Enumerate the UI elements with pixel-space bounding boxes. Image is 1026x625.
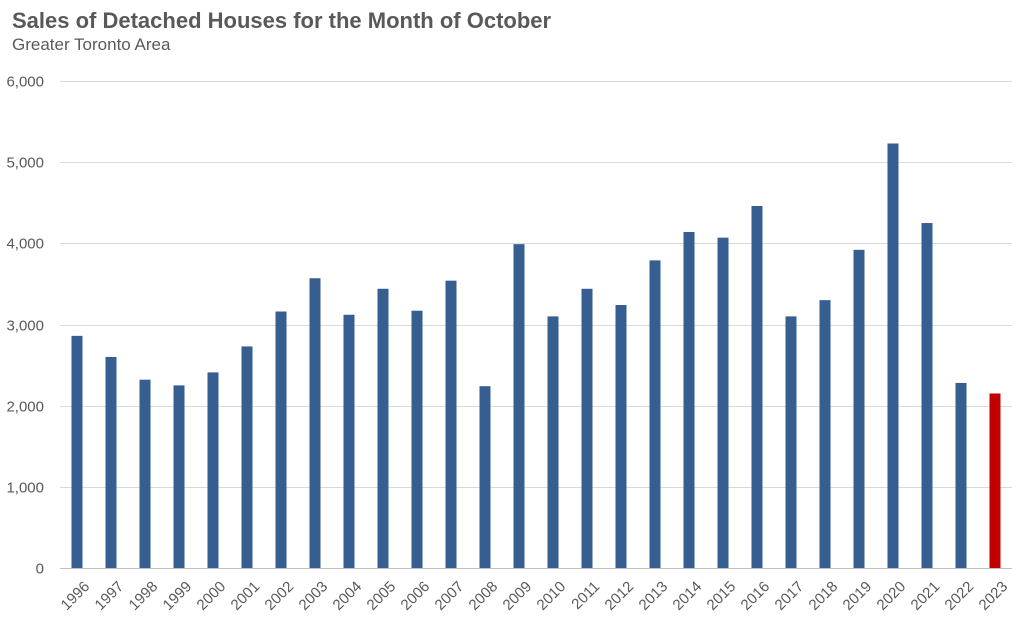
x-tick-label: 2021 — [908, 578, 944, 614]
bar-2009 — [513, 244, 525, 568]
x-tick-label: 1996 — [58, 578, 94, 614]
bar-2018 — [819, 300, 831, 568]
y-tick-label: 1,000 — [6, 480, 44, 497]
bar-2011 — [581, 288, 593, 568]
y-tick-label: 0 — [36, 561, 44, 578]
bar-1997 — [105, 356, 117, 568]
x-tick-label: 2014 — [670, 578, 706, 614]
bar-2012 — [615, 305, 627, 568]
bar-2023 — [989, 393, 1001, 568]
bar-2019 — [853, 249, 865, 568]
x-tick-label: 2018 — [806, 578, 842, 614]
x-tick-label: 2006 — [398, 578, 434, 614]
bar-2020 — [887, 143, 899, 568]
x-axis-labels: 1996199719981999200020012002200320042005… — [58, 578, 1012, 614]
x-tick-label: 2004 — [330, 578, 366, 614]
y-tick-label: 3,000 — [6, 318, 44, 335]
bar-2022 — [955, 382, 967, 568]
x-tick-label: 2023 — [976, 578, 1012, 614]
bar-1999 — [173, 385, 185, 568]
bar-2021 — [921, 223, 933, 568]
bar-2015 — [717, 237, 729, 568]
y-tick-label: 5,000 — [6, 155, 44, 172]
bar-2002 — [275, 311, 287, 568]
y-tick-label: 2,000 — [6, 399, 44, 416]
bar-2013 — [649, 260, 661, 568]
x-tick-label: 1999 — [160, 578, 196, 614]
y-tick-label: 6,000 — [6, 74, 44, 91]
y-tick-label: 4,000 — [6, 236, 44, 253]
x-tick-label: 1998 — [126, 578, 162, 614]
bar-2003 — [309, 278, 321, 568]
chart-title: Sales of Detached Houses for the Month o… — [12, 8, 552, 33]
bar-1996 — [71, 335, 83, 568]
x-tick-label: 2012 — [602, 578, 638, 614]
bar-2004 — [343, 314, 355, 568]
x-tick-label: 2016 — [738, 578, 774, 614]
bar-2005 — [377, 288, 389, 568]
x-tick-label: 1997 — [92, 578, 128, 614]
x-tick-label: 2019 — [840, 578, 876, 614]
chart-subtitle: Greater Toronto Area — [12, 35, 171, 54]
bar-2007 — [445, 280, 457, 568]
gridlines — [60, 81, 1012, 569]
bar-2016 — [751, 205, 763, 568]
x-tick-label: 2022 — [942, 578, 978, 614]
x-tick-label: 2007 — [432, 578, 468, 614]
x-tick-label: 2020 — [874, 578, 910, 614]
x-tick-label: 2000 — [194, 578, 230, 614]
bar-1998 — [139, 379, 151, 568]
x-tick-label: 2005 — [364, 578, 400, 614]
x-tick-label: 2002 — [262, 578, 298, 614]
bar-2017 — [785, 316, 797, 568]
x-tick-label: 2010 — [534, 578, 570, 614]
y-axis-ticks: 0 1,000 2,000 3,000 4,000 5,000 6,000 — [6, 74, 44, 578]
x-tick-label: 2011 — [568, 578, 603, 613]
bar-2000 — [207, 372, 219, 568]
x-tick-label: 2001 — [228, 578, 264, 614]
bar-2006 — [411, 310, 423, 568]
x-tick-label: 2009 — [500, 578, 536, 614]
x-tick-label: 2008 — [466, 578, 502, 614]
x-tick-label: 2003 — [296, 578, 332, 614]
x-tick-label: 2017 — [772, 578, 808, 614]
bars — [71, 143, 1001, 568]
bar-2014 — [683, 231, 695, 568]
bar-2010 — [547, 316, 559, 568]
bar-2008 — [479, 386, 491, 568]
x-tick-label: 2013 — [636, 578, 672, 614]
x-tick-label: 2015 — [704, 578, 740, 614]
bar-2001 — [241, 346, 253, 568]
